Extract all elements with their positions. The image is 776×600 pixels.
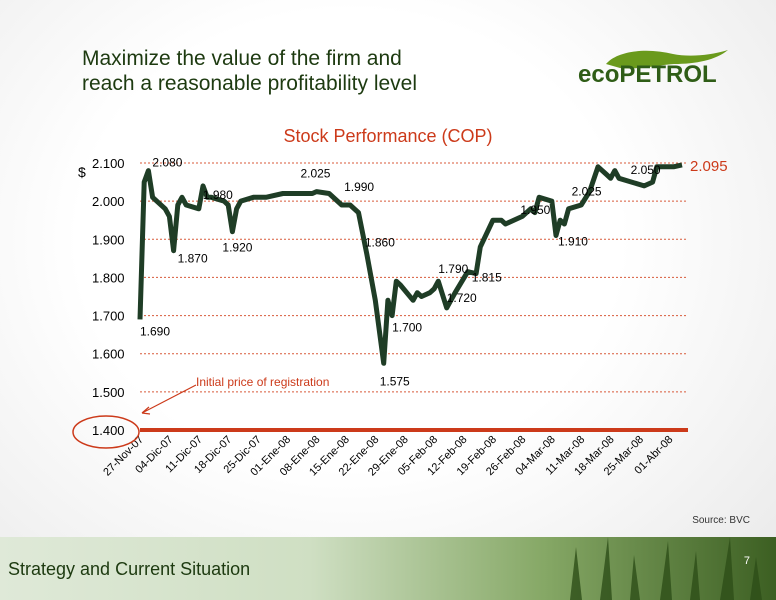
data-label: 1.575	[380, 374, 410, 388]
data-label: 1.815	[472, 271, 502, 285]
title-line-2: reach a reasonable profitability level	[82, 72, 418, 95]
page-number: 7	[743, 555, 750, 567]
y-tick-label: 2.100	[92, 156, 125, 171]
y-tick-label: 1.900	[92, 232, 125, 247]
data-label: 1.910	[558, 234, 588, 248]
y-tick-label: 1.700	[92, 309, 125, 324]
x-axis-ticks: 27-Nov-0704-Dic-0711-Dic-0718-Dic-0725-D…	[101, 434, 675, 479]
y-tick-label: 1.800	[92, 270, 125, 285]
baseline-highlight-circle	[72, 415, 140, 449]
data-label: 1.950	[520, 203, 550, 217]
y-tick-label: 1.500	[92, 385, 125, 400]
data-label: 1.990	[344, 180, 374, 194]
data-label: 2.025	[300, 167, 330, 181]
series-line	[137, 162, 683, 366]
ecopetrol-logo: ecoPETROL	[578, 50, 728, 88]
data-label: 1.870	[178, 252, 208, 266]
grass-decoration	[570, 537, 762, 600]
y-tick-label: 2.000	[92, 194, 125, 209]
stock-chart: 2.100 2.000 1.900 1.800 1.700 1.600 1.500 1.400…	[72, 156, 728, 479]
data-label: 1.700	[392, 321, 422, 335]
logo-text: ecoPETROL	[578, 61, 717, 88]
source-note: Source: BVC	[692, 515, 750, 526]
y-tick-label: 1.400	[92, 423, 125, 438]
iguana-icon	[606, 50, 728, 69]
title-line-1: Maximize the value of the firm and	[82, 47, 402, 70]
baseline-label: Initial price of registration	[196, 375, 329, 389]
data-label: 1.790	[438, 262, 468, 276]
y-axis-ticks: 2.100 2.000 1.900 1.800 1.700 1.600 1.500 1.400	[92, 156, 125, 438]
chart-title: Stock Performance (COP)	[283, 126, 493, 146]
data-label: 1.720	[447, 291, 477, 305]
baseline-arrow	[141, 384, 197, 415]
slide-title: Maximize the value of the firm and reach…	[82, 46, 417, 96]
grid-lines	[140, 162, 688, 393]
data-label: 1.860	[365, 236, 395, 250]
data-labels: 2.080 1.690 1.870 1.980 1.920 2.025 1.990 1.860…	[140, 156, 661, 389]
last-value-label: 2.095	[690, 158, 728, 175]
data-label: 1.980	[203, 188, 233, 202]
footer-bar: Strategy and Current Situation 7	[0, 537, 776, 600]
y-axis-label: $	[78, 164, 86, 180]
y-tick-label: 1.600	[92, 347, 125, 362]
data-label: 2.050	[631, 163, 661, 177]
footer-text: Strategy and Current Situation	[8, 559, 251, 579]
data-label: 2.025	[572, 185, 602, 199]
data-label: 2.080	[152, 156, 182, 170]
data-label: 1.920	[222, 241, 252, 255]
data-label: 1.690	[140, 324, 170, 338]
